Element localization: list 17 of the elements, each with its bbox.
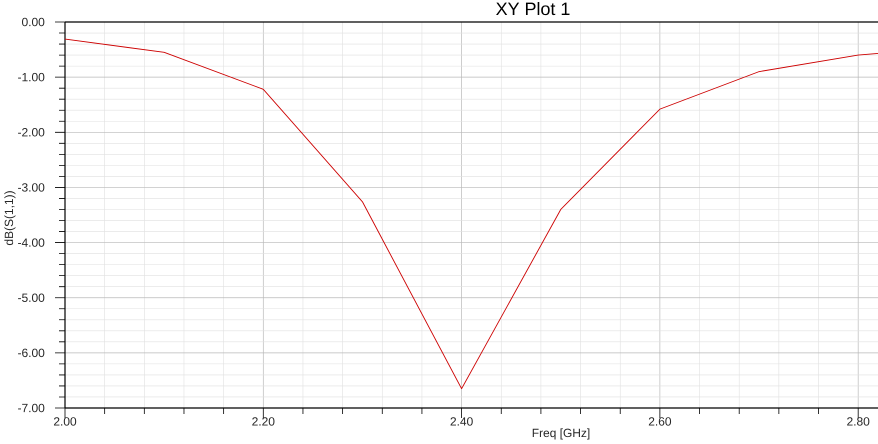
y-tick-label: 0.00	[22, 18, 44, 26]
x-tick-label: 2.60	[648, 417, 672, 426]
y-tick-label: -3.00	[18, 183, 44, 192]
y-tick-label: -6.00	[18, 348, 44, 358]
x-tick-label: 2.20	[252, 417, 274, 426]
y-tick-label: -1.00	[18, 72, 44, 82]
x-tick-label: 2.00	[54, 417, 76, 426]
x-tick-label: 2.40	[450, 417, 473, 426]
y-tick-label: -5.00	[18, 293, 44, 302]
y-tick-label: -4.00	[18, 238, 44, 247]
x-tick-label: 2.80	[847, 417, 870, 426]
chart-title: XY Plot 1	[496, 2, 570, 16]
x-axis-title: Freq [GHz]	[532, 428, 590, 440]
y-tick-label: -2.00	[18, 128, 44, 137]
y-tick-label: -7.00	[18, 404, 44, 412]
line-series	[65, 38, 878, 390]
y-axis-title: dB(S(1,1))	[4, 191, 16, 246]
